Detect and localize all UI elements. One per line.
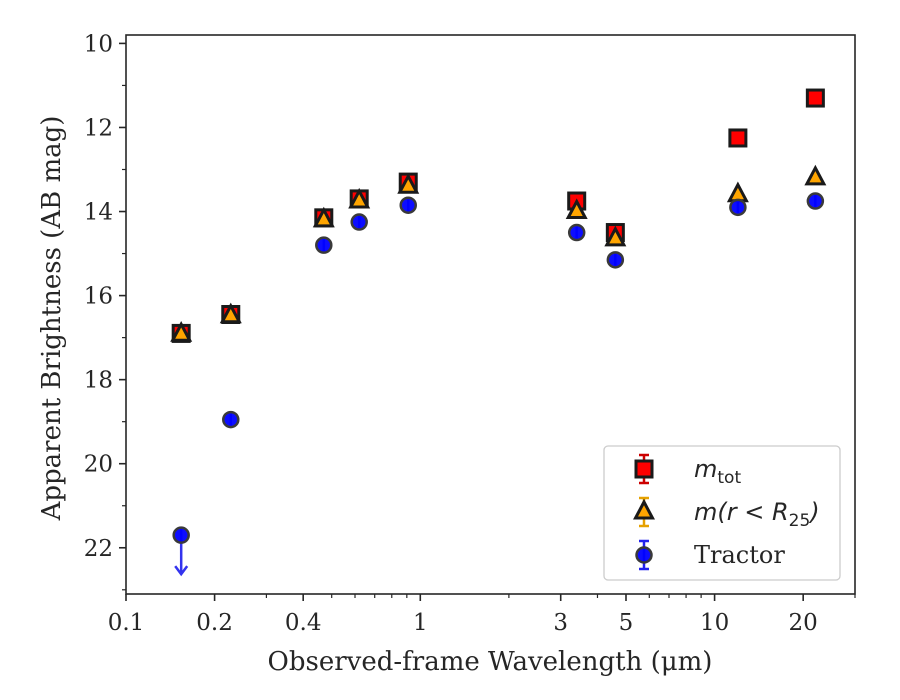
data-point-mtot (728, 128, 748, 148)
data-point-mr25 (170, 321, 193, 342)
data-point-mr25 (312, 206, 335, 228)
data-point-tractor (729, 198, 747, 217)
data-point-mr25 (219, 302, 242, 324)
legend-label-tractor: Tractor (694, 541, 785, 569)
data-point-tractor (172, 526, 190, 544)
x-axis-label: Observed-frame Wavelength (μm) (268, 647, 713, 677)
chart-marks (170, 88, 827, 577)
y-tick-label: 18 (84, 368, 113, 394)
y-tick-label: 10 (84, 31, 113, 57)
y-axis-label: Apparent Brightness (AB mag) (37, 116, 67, 522)
y-tick-label: 22 (84, 536, 113, 562)
data-point-mr25 (604, 225, 627, 247)
data-point-mr25 (397, 173, 420, 194)
data-point-tractor (399, 196, 417, 214)
y-tick-label: 12 (84, 115, 113, 141)
data-point-mr25 (348, 187, 371, 209)
data-point-tractor (222, 410, 240, 429)
legend-marker-tractor (635, 546, 653, 564)
plot-frame (125, 34, 856, 595)
data-point-tractor (315, 236, 333, 254)
legend-label-mtot: mtot (694, 455, 741, 488)
data-point-mtot (805, 88, 825, 108)
x-tick-label: 0.2 (196, 610, 233, 636)
x-tick-label: 10 (700, 610, 729, 636)
data-point-tractor (806, 192, 825, 210)
x-tick-label: 0.4 (285, 610, 322, 636)
legend-marker-mr25 (633, 498, 655, 520)
data-point-tractor (606, 251, 625, 269)
legend: mtot m(r < R25) Tractor (603, 445, 841, 581)
axes: 0.1 0.2 0.4 1 3 5 10 20 10 12 14 16 18 20 22 (84, 31, 856, 636)
upper-limit-arrowhead (174, 565, 189, 577)
y-tick-label: 16 (84, 284, 113, 310)
x-tick-label: 3 (553, 610, 568, 636)
data-point-mr25 (726, 181, 749, 203)
y-tick-label: 14 (84, 200, 113, 226)
legend-box (603, 445, 841, 581)
data-point-mr25 (565, 198, 588, 220)
x-tick-label: 1 (413, 610, 428, 636)
x-tick-label: 20 (789, 610, 818, 636)
legend-label-mr25: m(r < R25) (694, 498, 820, 531)
x-tick-label: 0.1 (108, 610, 145, 636)
y-tick-label: 20 (84, 452, 113, 478)
data-point-mr25 (804, 164, 827, 186)
data-point-tractor (567, 223, 586, 242)
x-tick-label: 5 (619, 610, 634, 636)
data-point-tractor (350, 213, 368, 231)
legend-marker-mtot (634, 459, 654, 479)
